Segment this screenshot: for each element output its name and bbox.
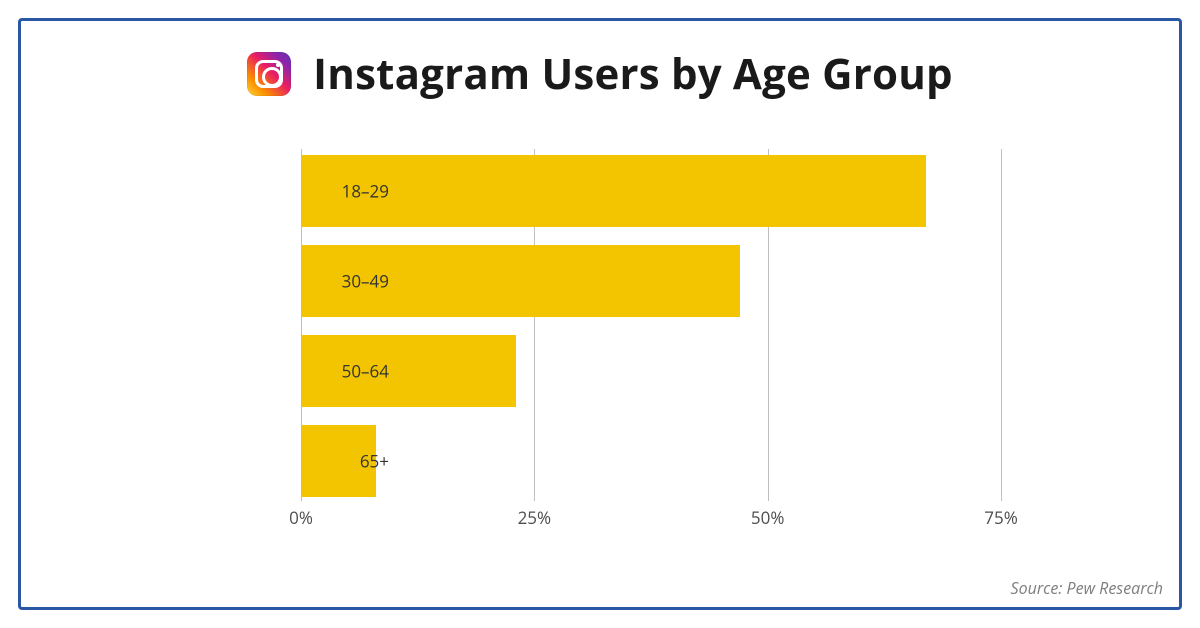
x-tick-label: 25% [518, 506, 552, 529]
bar-row [301, 245, 1001, 317]
bar [301, 155, 926, 227]
bar-row [301, 155, 1001, 227]
y-category-label: 50–64 [269, 360, 389, 383]
bar-row [301, 335, 1001, 407]
source-attribution: Source: Pew Research [1011, 577, 1163, 599]
y-category-label: 30–49 [269, 270, 389, 293]
chart-frame: Instagram Users by Age Group 0% 25% 50% 75%… [18, 18, 1182, 610]
bar-chart: 0%25%50%75%18–2930–4950–6465+ [201, 149, 1001, 549]
y-category-label: 18–29 [269, 180, 389, 203]
chart-title: Instagram Users by Age Group [313, 45, 953, 102]
y-category-label: 65+ [269, 450, 389, 473]
x-tick-label: 0% [289, 506, 313, 529]
x-tick-label: 50% [751, 506, 785, 529]
title-row: Instagram Users by Age Group [21, 45, 1179, 102]
x-tick-label: 75% [984, 506, 1018, 529]
grid-line [1001, 149, 1002, 501]
plot-area: 0%25%50%75%18–2930–4950–6465+ [301, 149, 1001, 529]
instagram-icon [247, 52, 291, 96]
bar-row [301, 425, 1001, 497]
